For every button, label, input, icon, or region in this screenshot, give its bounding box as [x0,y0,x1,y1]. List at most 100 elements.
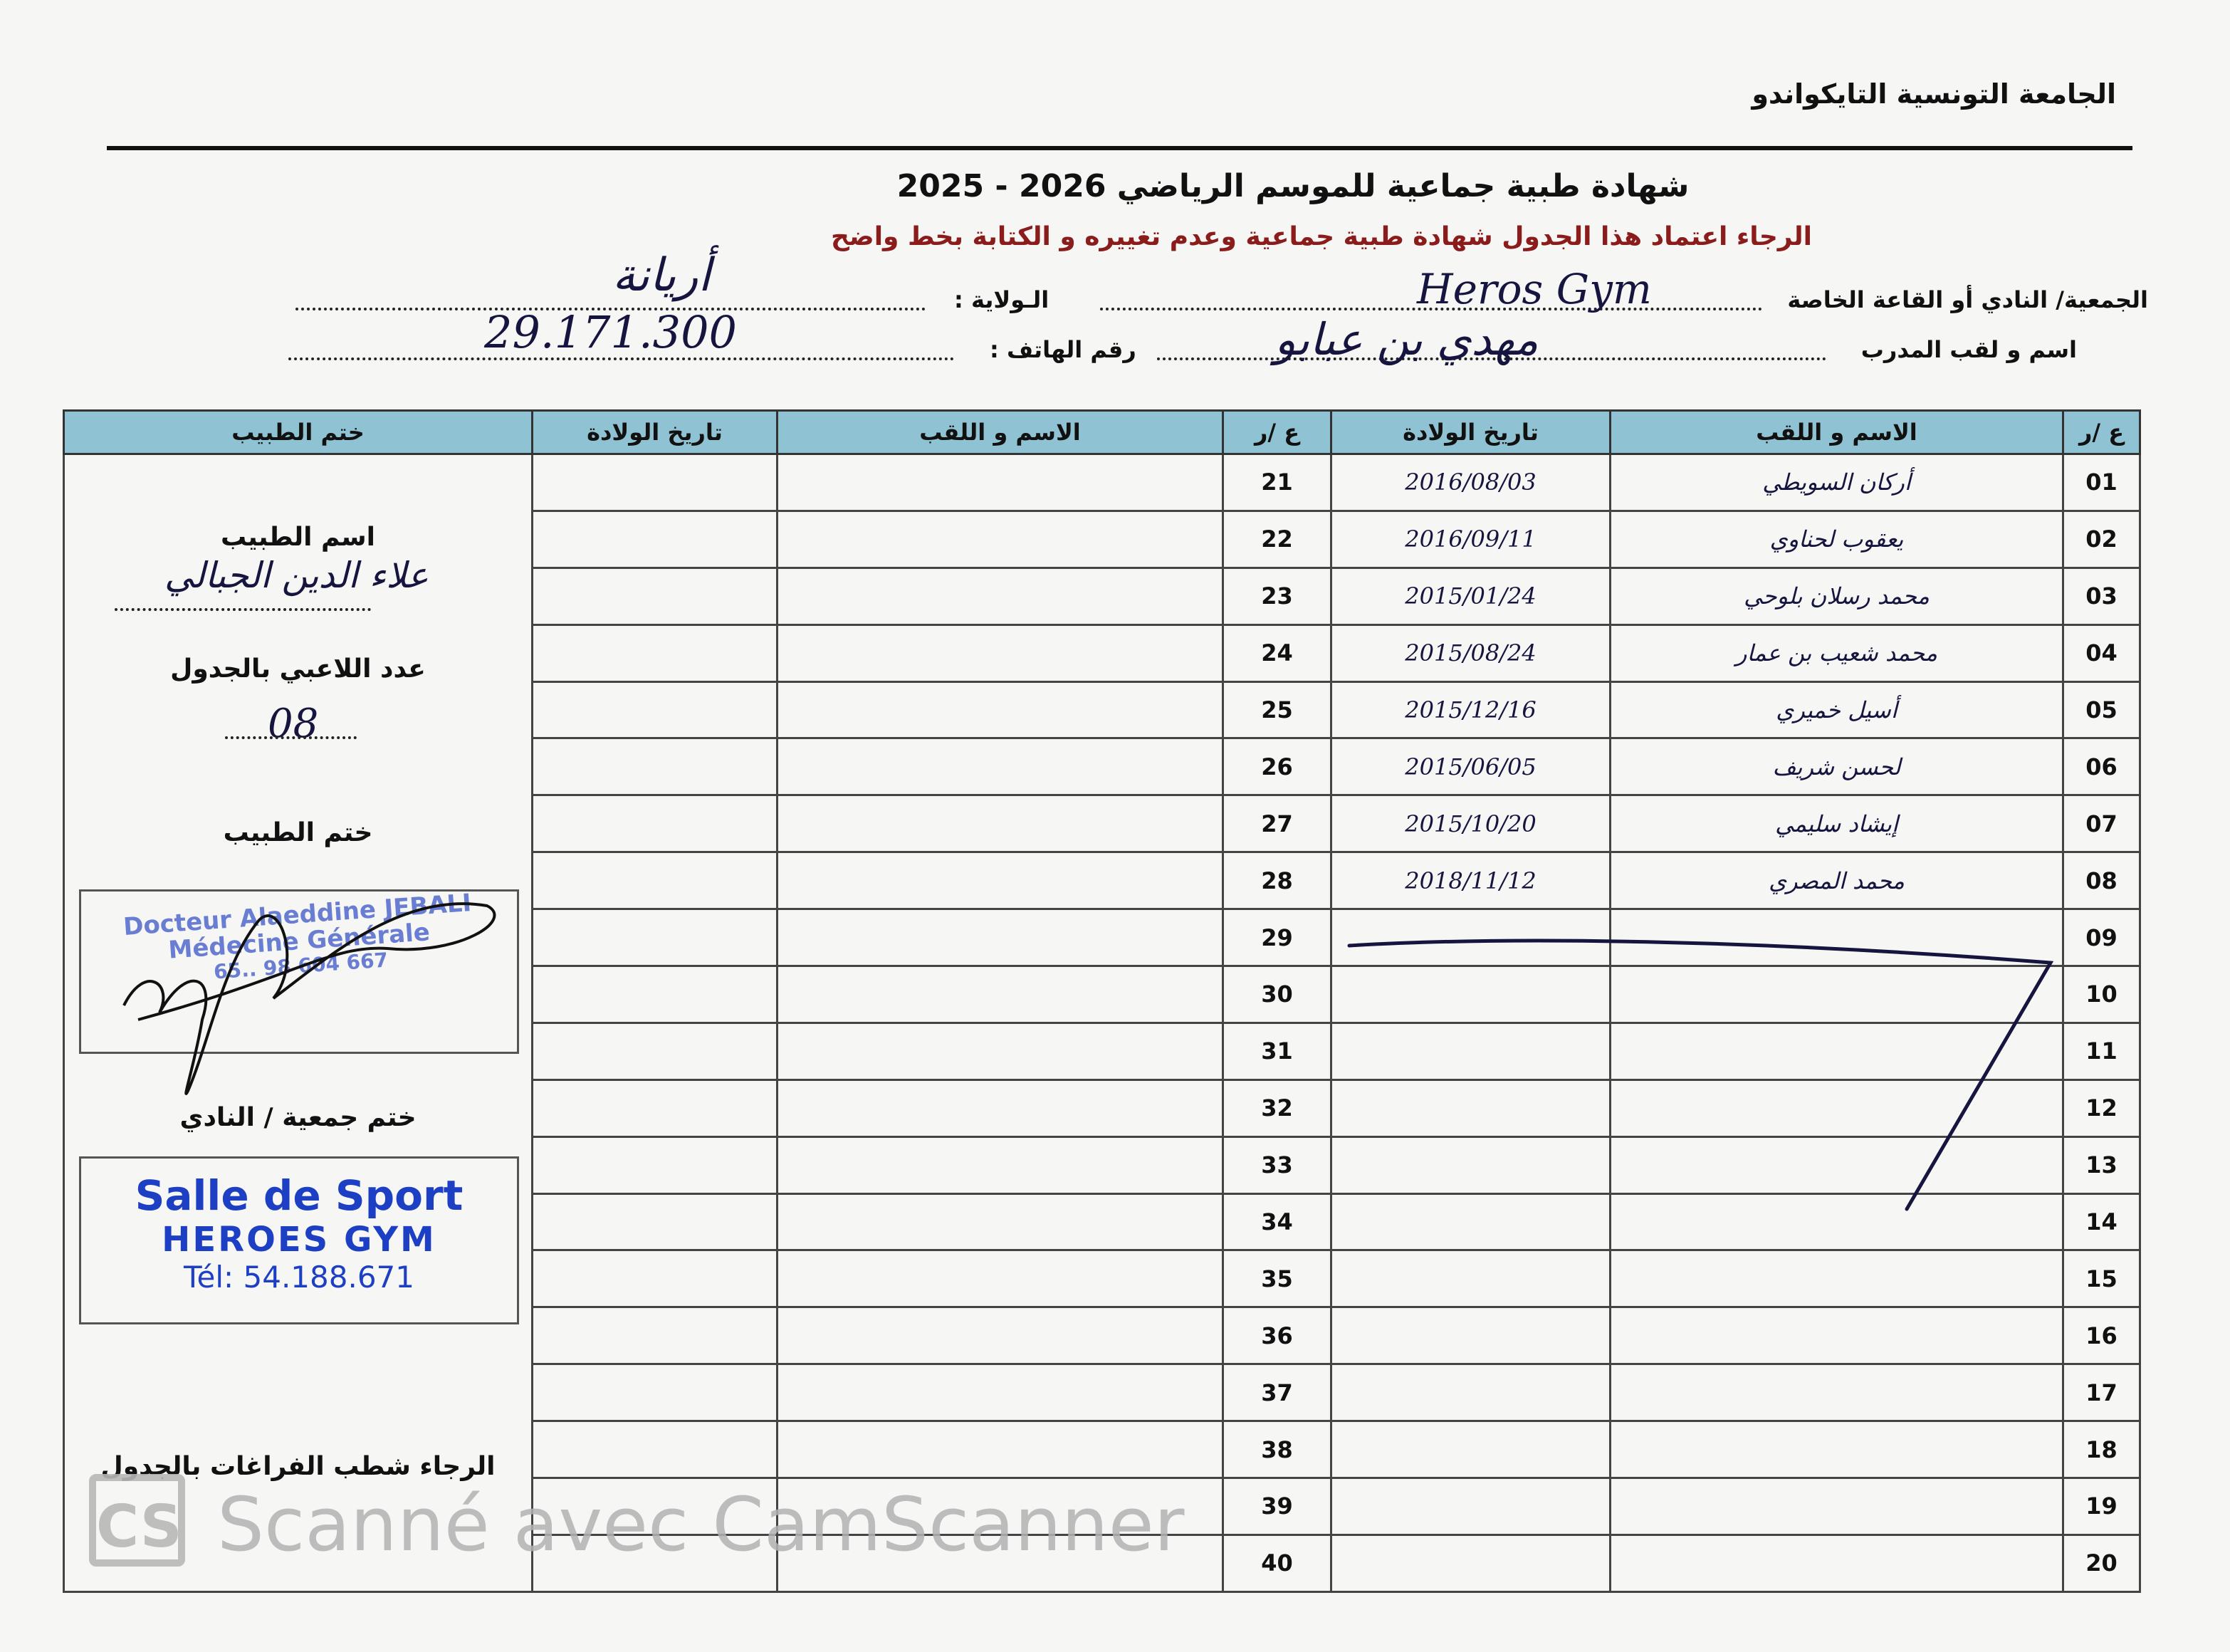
table-row: 19 39 [64,1477,2141,1536]
player-name [776,509,1224,569]
player-dob [531,453,778,512]
club-stamp-phone: Tél: 54.188.671 [183,1260,414,1295]
player-name [776,908,1224,968]
row-number: 19 [2062,1477,2141,1536]
player-dob: 2015/12/16 [1330,680,1611,740]
row-number: 08 [2062,851,2141,911]
player-dob [531,1420,778,1480]
doctor-name-label: اسم الطبيب [221,523,375,552]
row-number: 03 [2062,566,2141,626]
row-number: 20 [2062,1533,2141,1594]
player-dob [531,1021,778,1081]
header-num: ع /ر [2062,409,2141,455]
table-row: 14 34 [64,1192,2141,1252]
player-name [776,1021,1224,1081]
table-row: 04 محمد شعيب بن عمار 2015/08/24 24 [64,623,2141,683]
coach-value: مهدي بن عبابو [1274,313,1539,365]
table-row: 07 إيشاد سليمي 2015/10/20 27 [64,794,2141,854]
player-dob: 2016/08/03 [1330,453,1611,512]
player-name [776,851,1224,911]
player-dob [531,908,778,968]
player-count-label: عدد اللاعبي بالجدول [170,654,426,684]
player-dob [531,509,778,569]
player-name: إيشاد سليمي [1609,794,2064,854]
header-divider [107,146,2132,150]
header-num: ع /ر [1222,409,1332,455]
player-dob [1330,965,1611,1024]
row-number: 36 [1222,1306,1332,1366]
phone-label: رقم الهاتف : [990,336,1136,363]
wilaya-field-line [295,308,926,310]
wilaya-label: الـولاية : [954,286,1049,313]
header-dob: تاريخ الولادة [531,409,778,455]
row-number: 10 [2062,965,2141,1024]
table-row: 18 38 [64,1420,2141,1480]
player-name [776,453,1224,512]
row-number: 39 [1222,1477,1332,1536]
player-name: يعقوب لحناوي [1609,509,2064,569]
table-row: 11 31 [64,1021,2141,1081]
doctor-signature [122,902,496,1095]
club-field-line [1100,308,1762,310]
player-dob [531,1306,778,1366]
player-name: لحسن شريف [1609,737,2064,797]
player-dob [531,623,778,683]
player-name [776,1363,1224,1423]
table-row: 09 29 [64,908,2141,968]
phone-value: 29.171.300 [484,306,737,358]
row-number: 17 [2062,1363,2141,1423]
player-name [776,794,1224,854]
table-row: 10 30 [64,965,2141,1024]
club-stamp-label: ختم جمعية / النادي [179,1103,417,1132]
club-value: Heros Gym [1417,265,1652,313]
doctor-name-value: علاء الدين الجبالي [164,555,429,596]
row-number: 12 [2062,1078,2141,1138]
header-doctor-stamp: ختم الطبيب [63,409,533,455]
table-row: 13 33 [64,1135,2141,1195]
row-number: 34 [1222,1192,1332,1252]
player-dob [531,1249,778,1309]
player-name [1609,1533,2064,1594]
player-name [776,1192,1224,1252]
row-number: 37 [1222,1363,1332,1423]
player-dob [531,851,778,911]
wilaya-value: أريانة [612,249,711,302]
federation-name: الجامعة التونسية التايكواندو [1752,78,2116,110]
player-dob [1330,1477,1611,1536]
header-name: الاسم و اللقب [1609,409,2064,455]
player-name [776,680,1224,740]
player-name [1609,1192,2064,1252]
row-number: 04 [2062,623,2141,683]
player-dob [531,965,778,1024]
player-name: محمد شعيب بن عمار [1609,623,2064,683]
player-name [776,1306,1224,1366]
row-number: 07 [2062,794,2141,854]
player-name [1609,1306,2064,1366]
club-stamp-name: HEROES GYM [162,1220,436,1260]
player-name [776,1477,1224,1536]
row-number: 28 [1222,851,1332,911]
row-number: 27 [1222,794,1332,854]
player-dob [531,680,778,740]
row-number: 16 [2062,1306,2141,1366]
row-number: 31 [1222,1021,1332,1081]
player-dob [531,1477,778,1536]
table-row: 15 35 [64,1249,2141,1309]
table-row: 06 لحسن شريف 2015/06/05 26 [64,737,2141,797]
doctor-stamp-label: ختم الطبيب [223,818,373,847]
player-name [1609,1249,2064,1309]
player-name [776,566,1224,626]
coach-label: اسم و لقب المدرب [1860,336,2077,363]
camscanner-logo: CS [89,1474,185,1567]
player-dob [531,1363,778,1423]
player-name [1609,1477,2064,1536]
row-number: 02 [2062,509,2141,569]
player-dob [1330,908,1611,968]
club-stamp: Salle de Sport HEROES GYM Tél: 54.188.67… [79,1156,519,1324]
player-name [776,1420,1224,1480]
player-name [776,1533,1224,1594]
club-label: الجمعية/ النادي أو القاعة الخاصة [1787,286,2148,313]
player-dob [1330,1021,1611,1081]
table-row: 05 أسيل خميري 2015/12/16 25 [64,680,2141,740]
table-row: 20 40 [64,1533,2141,1594]
